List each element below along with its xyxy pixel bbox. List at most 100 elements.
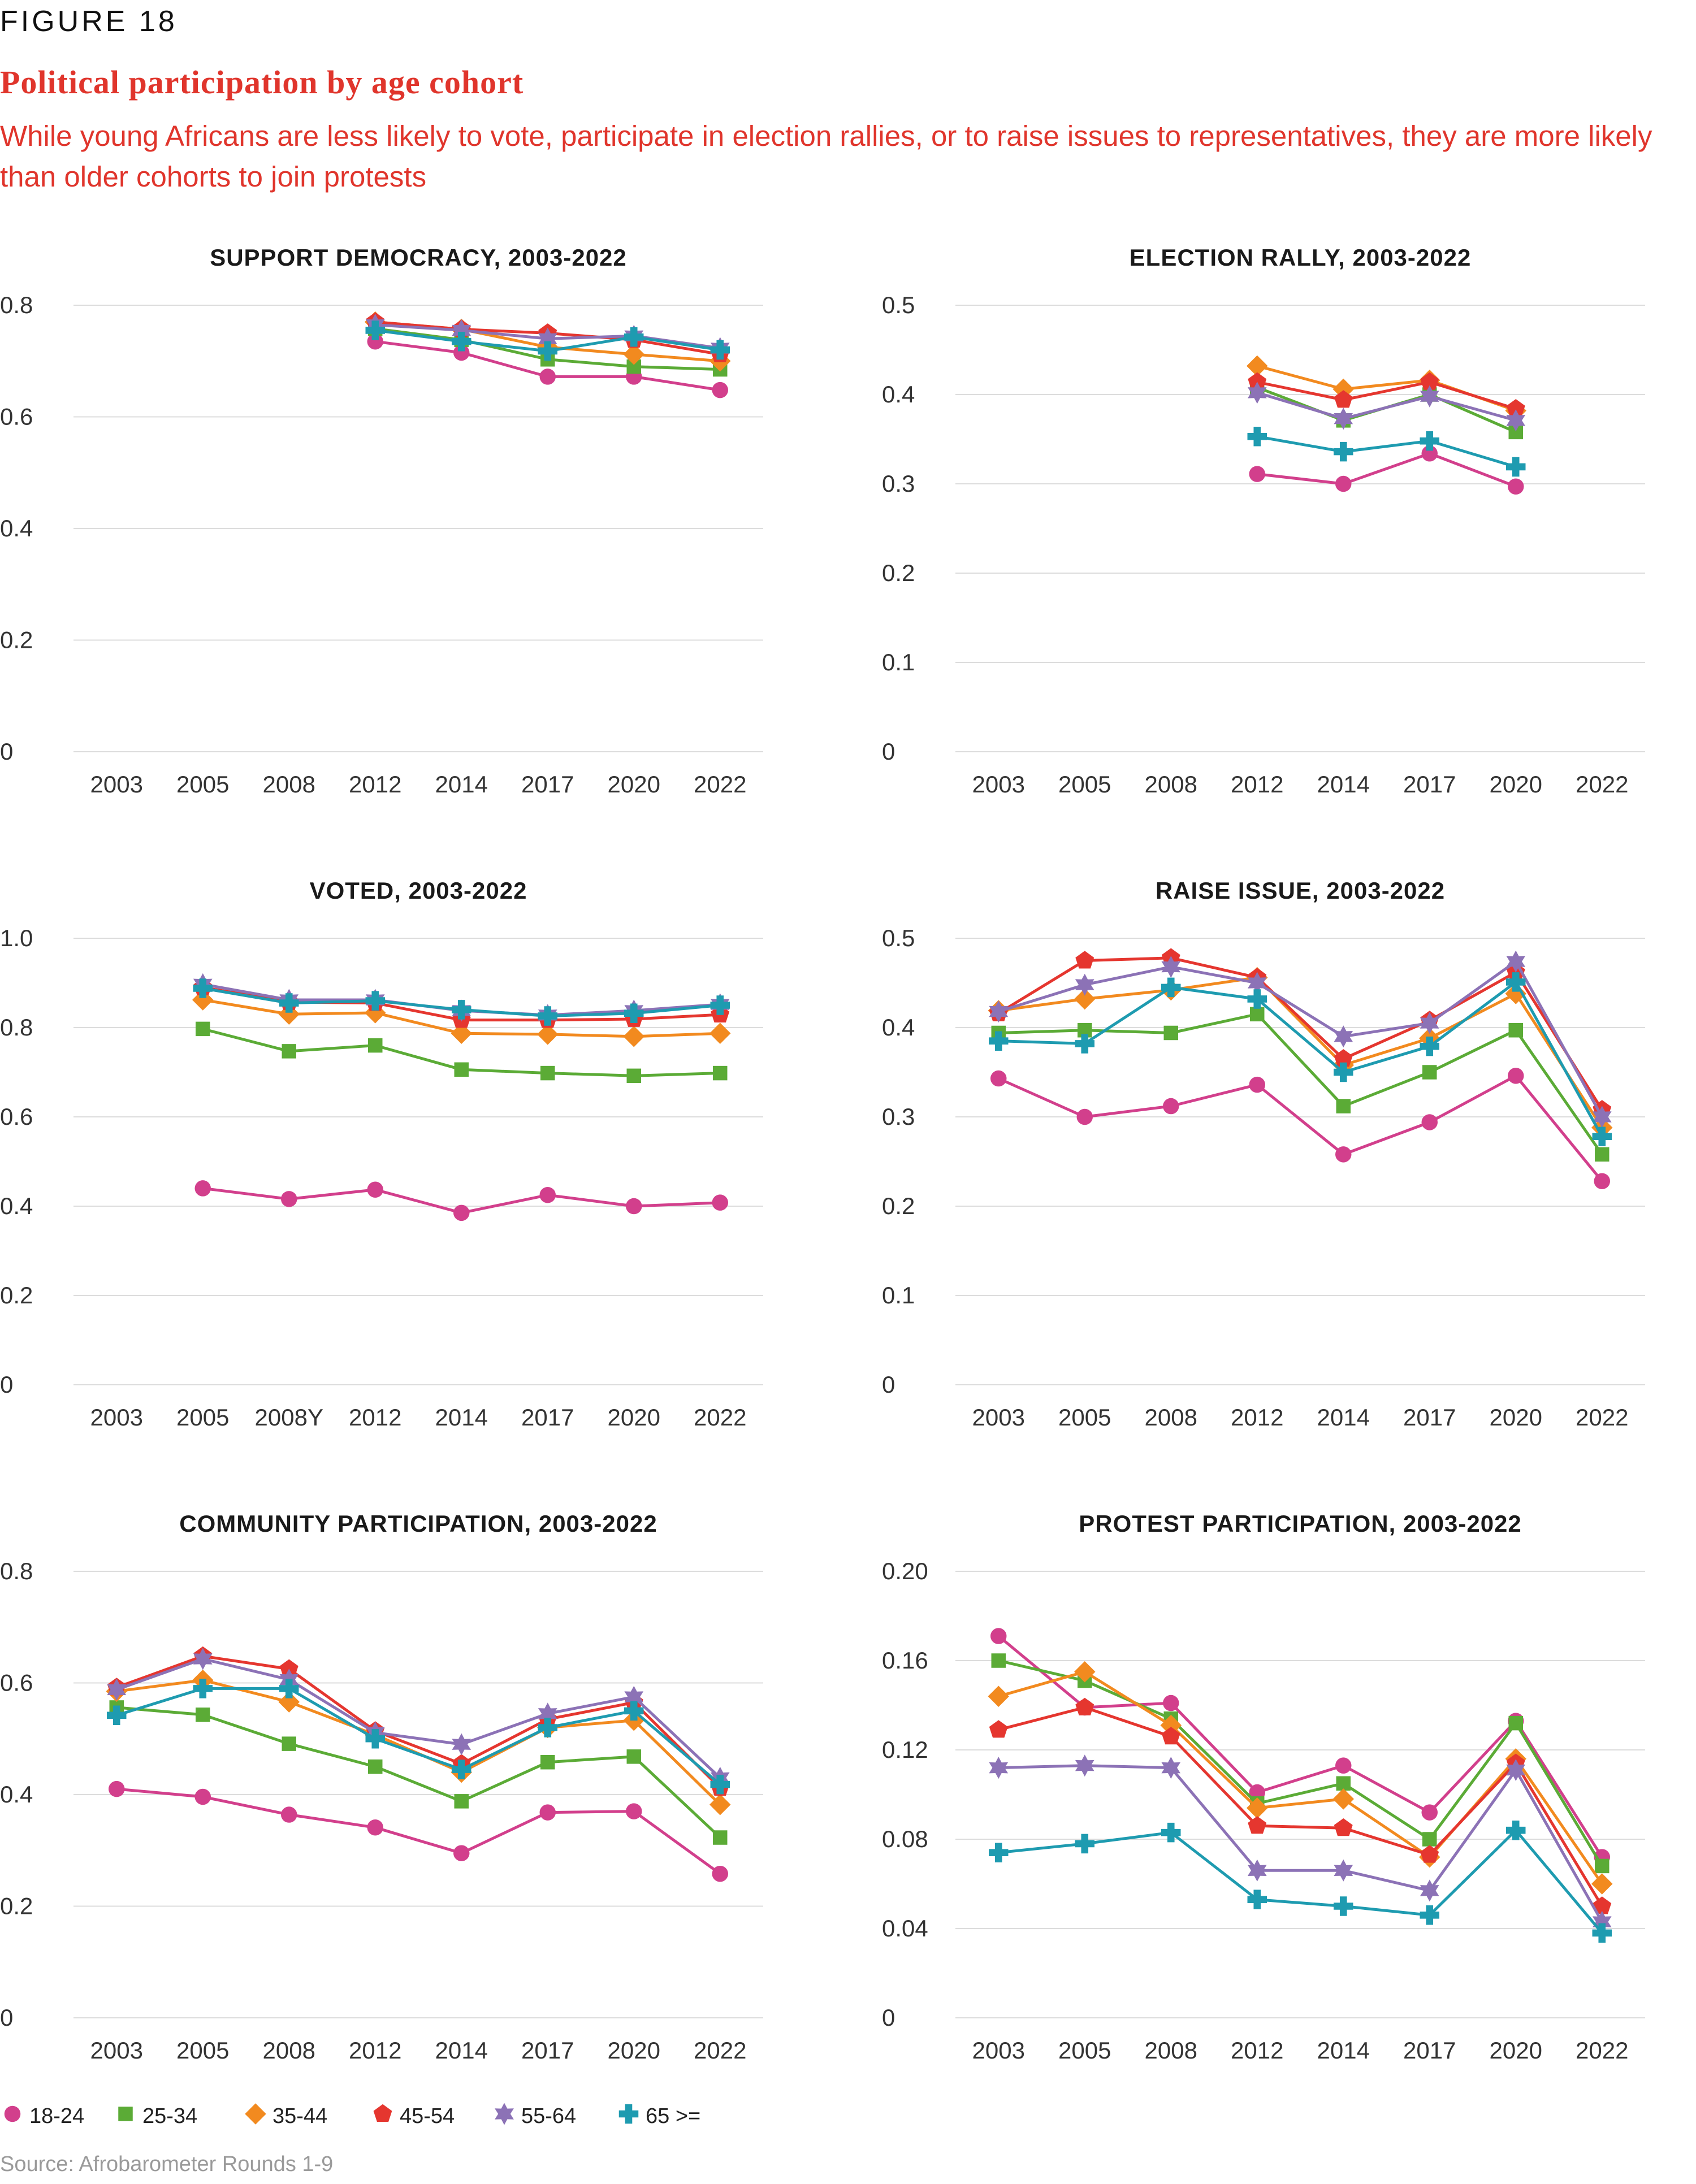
data-point: [1420, 1012, 1439, 1034]
legend-label: 45-54: [400, 2104, 455, 2128]
legend-label: 18-24: [29, 2104, 85, 2128]
data-point: [365, 1002, 386, 1024]
data-point: [452, 1000, 471, 1020]
data-point: [1161, 956, 1181, 978]
series-55-64: [989, 950, 1612, 1128]
data-point: [1163, 1098, 1179, 1115]
data-point: [1247, 989, 1267, 1009]
y-tick-label: 0.3: [882, 470, 915, 497]
y-tick-label: 0: [0, 1371, 13, 1398]
data-point: [539, 369, 556, 385]
data-point: [1595, 1858, 1610, 1874]
legend-label: 55-64: [521, 2104, 577, 2128]
chart-title: SUPPORT DEMOCRACY, 2003-2022: [210, 244, 627, 271]
legend-marker: [118, 2107, 133, 2121]
y-tick-label: 0: [0, 2004, 13, 2031]
x-tick-label: 2020: [608, 771, 660, 798]
data-point: [989, 1720, 1008, 1738]
data-point: [988, 1685, 1009, 1707]
y-tick-label: 0.04: [882, 1915, 928, 1942]
data-point: [989, 1031, 1009, 1051]
x-tick-label: 2005: [176, 771, 229, 798]
data-point: [281, 1806, 297, 1823]
data-point: [452, 1733, 471, 1756]
x-tick-label: 2014: [435, 2037, 488, 2064]
data-point: [990, 1070, 1007, 1087]
series-line: [998, 1828, 1603, 1934]
legend-marker: [618, 2104, 639, 2124]
data-point: [1074, 988, 1096, 1010]
y-tick-label: 0.2: [0, 1282, 33, 1308]
x-tick-label: 2012: [1231, 1404, 1283, 1431]
data-point: [1421, 1114, 1438, 1130]
x-tick-label: 2020: [608, 2037, 660, 2064]
data-point: [193, 1679, 213, 1698]
data-point: [626, 1803, 642, 1819]
data-point: [538, 327, 557, 350]
series-line: [1257, 435, 1517, 469]
data-point: [709, 1794, 731, 1815]
series-line: [116, 1787, 721, 1875]
y-tick-label: 0.8: [0, 1014, 33, 1041]
data-point: [196, 1021, 210, 1037]
x-tick-label: 2005: [176, 1404, 229, 1431]
data-point: [109, 1780, 125, 1797]
data-point: [1506, 457, 1526, 477]
x-tick-label: 2008: [263, 2037, 315, 2064]
data-point: [1506, 972, 1526, 992]
data-point: [540, 1754, 555, 1770]
y-tick-label: 1.0: [0, 925, 33, 951]
y-tick-label: 0: [882, 2004, 895, 2031]
x-tick-label: 2022: [694, 771, 746, 798]
data-point: [539, 1187, 556, 1203]
data-point: [1161, 1822, 1181, 1843]
data-point: [1508, 1068, 1524, 1084]
data-point: [537, 1024, 559, 1045]
data-point: [1075, 951, 1094, 969]
y-tick-label: 0.2: [882, 1193, 915, 1219]
data-point: [1421, 1804, 1438, 1821]
data-point: [1247, 355, 1268, 377]
data-point: [1505, 983, 1526, 1004]
y-tick-label: 0.12: [882, 1736, 928, 1763]
series-25-34: [196, 1021, 728, 1084]
data-point: [1592, 1126, 1612, 1147]
x-tick-label: 2008: [1145, 771, 1197, 798]
figure-title: Political participation by age cohort: [0, 64, 524, 101]
series-line: [116, 1654, 721, 1789]
data-point: [712, 1865, 728, 1882]
series-line: [116, 1706, 721, 1839]
chart-election-rally: ELECTION RALLY, 2003-2022 0 0.1 0.2 0.3 0.4 0.…: [882, 244, 1645, 798]
y-tick-label: 0.2: [0, 627, 33, 653]
data-point: [1422, 1065, 1437, 1080]
series-line: [998, 1074, 1603, 1182]
x-tick-label: 2022: [694, 1404, 746, 1431]
series-line: [998, 960, 1603, 1118]
x-tick-label: 2017: [1403, 771, 1456, 798]
series-line: [997, 956, 1603, 1111]
y-tick-label: 0.5: [882, 292, 915, 318]
data-point: [1506, 409, 1526, 432]
data-point: [367, 1819, 383, 1836]
legend-marker-pentagon-icon: [373, 2104, 392, 2122]
series-65-plus: [107, 1679, 730, 1795]
data-point: [1334, 1818, 1353, 1836]
y-tick-label: 0.8: [0, 1558, 33, 1584]
series-18-24: [990, 1068, 1610, 1190]
data-point: [1334, 441, 1353, 462]
data-point: [365, 320, 385, 340]
data-point: [1247, 1797, 1268, 1819]
data-point: [1421, 445, 1438, 462]
data-point: [1163, 1695, 1179, 1711]
legend-marker: [495, 2103, 514, 2125]
data-point: [1334, 390, 1353, 408]
legend-marker-diamond-icon: [245, 2103, 266, 2125]
data-point: [279, 1679, 299, 1698]
data-point: [540, 1065, 555, 1081]
data-point: [1334, 1062, 1353, 1082]
data-point: [1420, 1905, 1439, 1925]
data-point: [1334, 1859, 1353, 1882]
data-point: [453, 344, 470, 361]
data-point: [1420, 385, 1439, 408]
data-point: [452, 1760, 471, 1779]
